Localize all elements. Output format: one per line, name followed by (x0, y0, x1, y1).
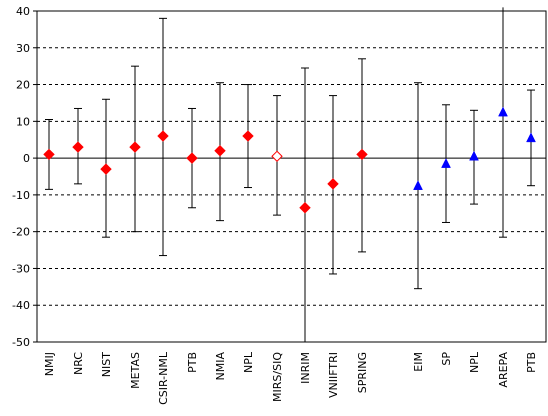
data-point-triangle (526, 132, 536, 143)
data-point-diamond (214, 145, 226, 157)
data-point-triangle (498, 106, 508, 117)
plot-frame (36, 10, 547, 343)
category-label: VNIIFTRI (327, 352, 340, 398)
y-tick-label: -50 (12, 336, 30, 349)
category-label: METAS (129, 352, 142, 389)
y-tick-label: -40 (12, 299, 30, 312)
category-labels: NMIJ NRC NIST METAS CSIR-NML PTB NMIA NPL MIRS/S… (43, 351, 538, 405)
y-tick-label: -20 (12, 226, 30, 239)
category-label: MIRS/SIQ (271, 352, 284, 402)
category-label: PTB (525, 352, 538, 373)
category-label: EIM (412, 352, 425, 372)
data-point-diamond (327, 178, 339, 190)
y-tick-label: 10 (16, 115, 30, 128)
data-point-triangle (413, 180, 423, 190)
data-point-diamond (356, 148, 368, 161)
data-point-diamond (100, 163, 112, 175)
axes (33, 10, 547, 343)
error-bars (45, 7, 535, 342)
data-point-diamond (129, 141, 141, 153)
y-tick-label: 0 (23, 152, 30, 165)
category-label: SP (440, 352, 453, 366)
category-label: PTB (186, 352, 199, 373)
data-point-diamond-open (271, 150, 283, 162)
y-tick-label: -10 (12, 189, 30, 202)
error-bar (499, 7, 507, 238)
category-label: CSIR-NML (157, 351, 170, 405)
category-label: NIST (100, 352, 113, 377)
y-tick-labels: -50 -40 -30 -20 -10 0 10 20 30 40 (12, 5, 30, 349)
category-label: NPL (468, 351, 481, 373)
category-label: SPRING (356, 352, 369, 393)
y-tick-label: 20 (16, 79, 30, 92)
data-point-diamond (72, 141, 84, 153)
y-tick-label: 40 (16, 5, 30, 18)
category-label: AREPA (497, 352, 510, 388)
category-label: NMIA (214, 352, 227, 381)
category-label: NRC (72, 352, 85, 375)
grid-lines (37, 47, 546, 306)
y-tick-label: -30 (12, 262, 30, 275)
data-point-triangle (469, 150, 479, 161)
category-label: NMIJ (43, 352, 56, 376)
category-label: NPL (242, 351, 255, 373)
category-label: INRIM (299, 352, 312, 384)
data-point-diamond (299, 202, 311, 214)
data-markers (43, 106, 536, 214)
data-point-diamond (43, 148, 55, 161)
data-point-diamond (157, 130, 169, 142)
y-tick-label: 30 (16, 42, 30, 55)
data-point-triangle (441, 158, 451, 168)
data-point-diamond (242, 130, 254, 142)
data-point-diamond (186, 152, 198, 164)
